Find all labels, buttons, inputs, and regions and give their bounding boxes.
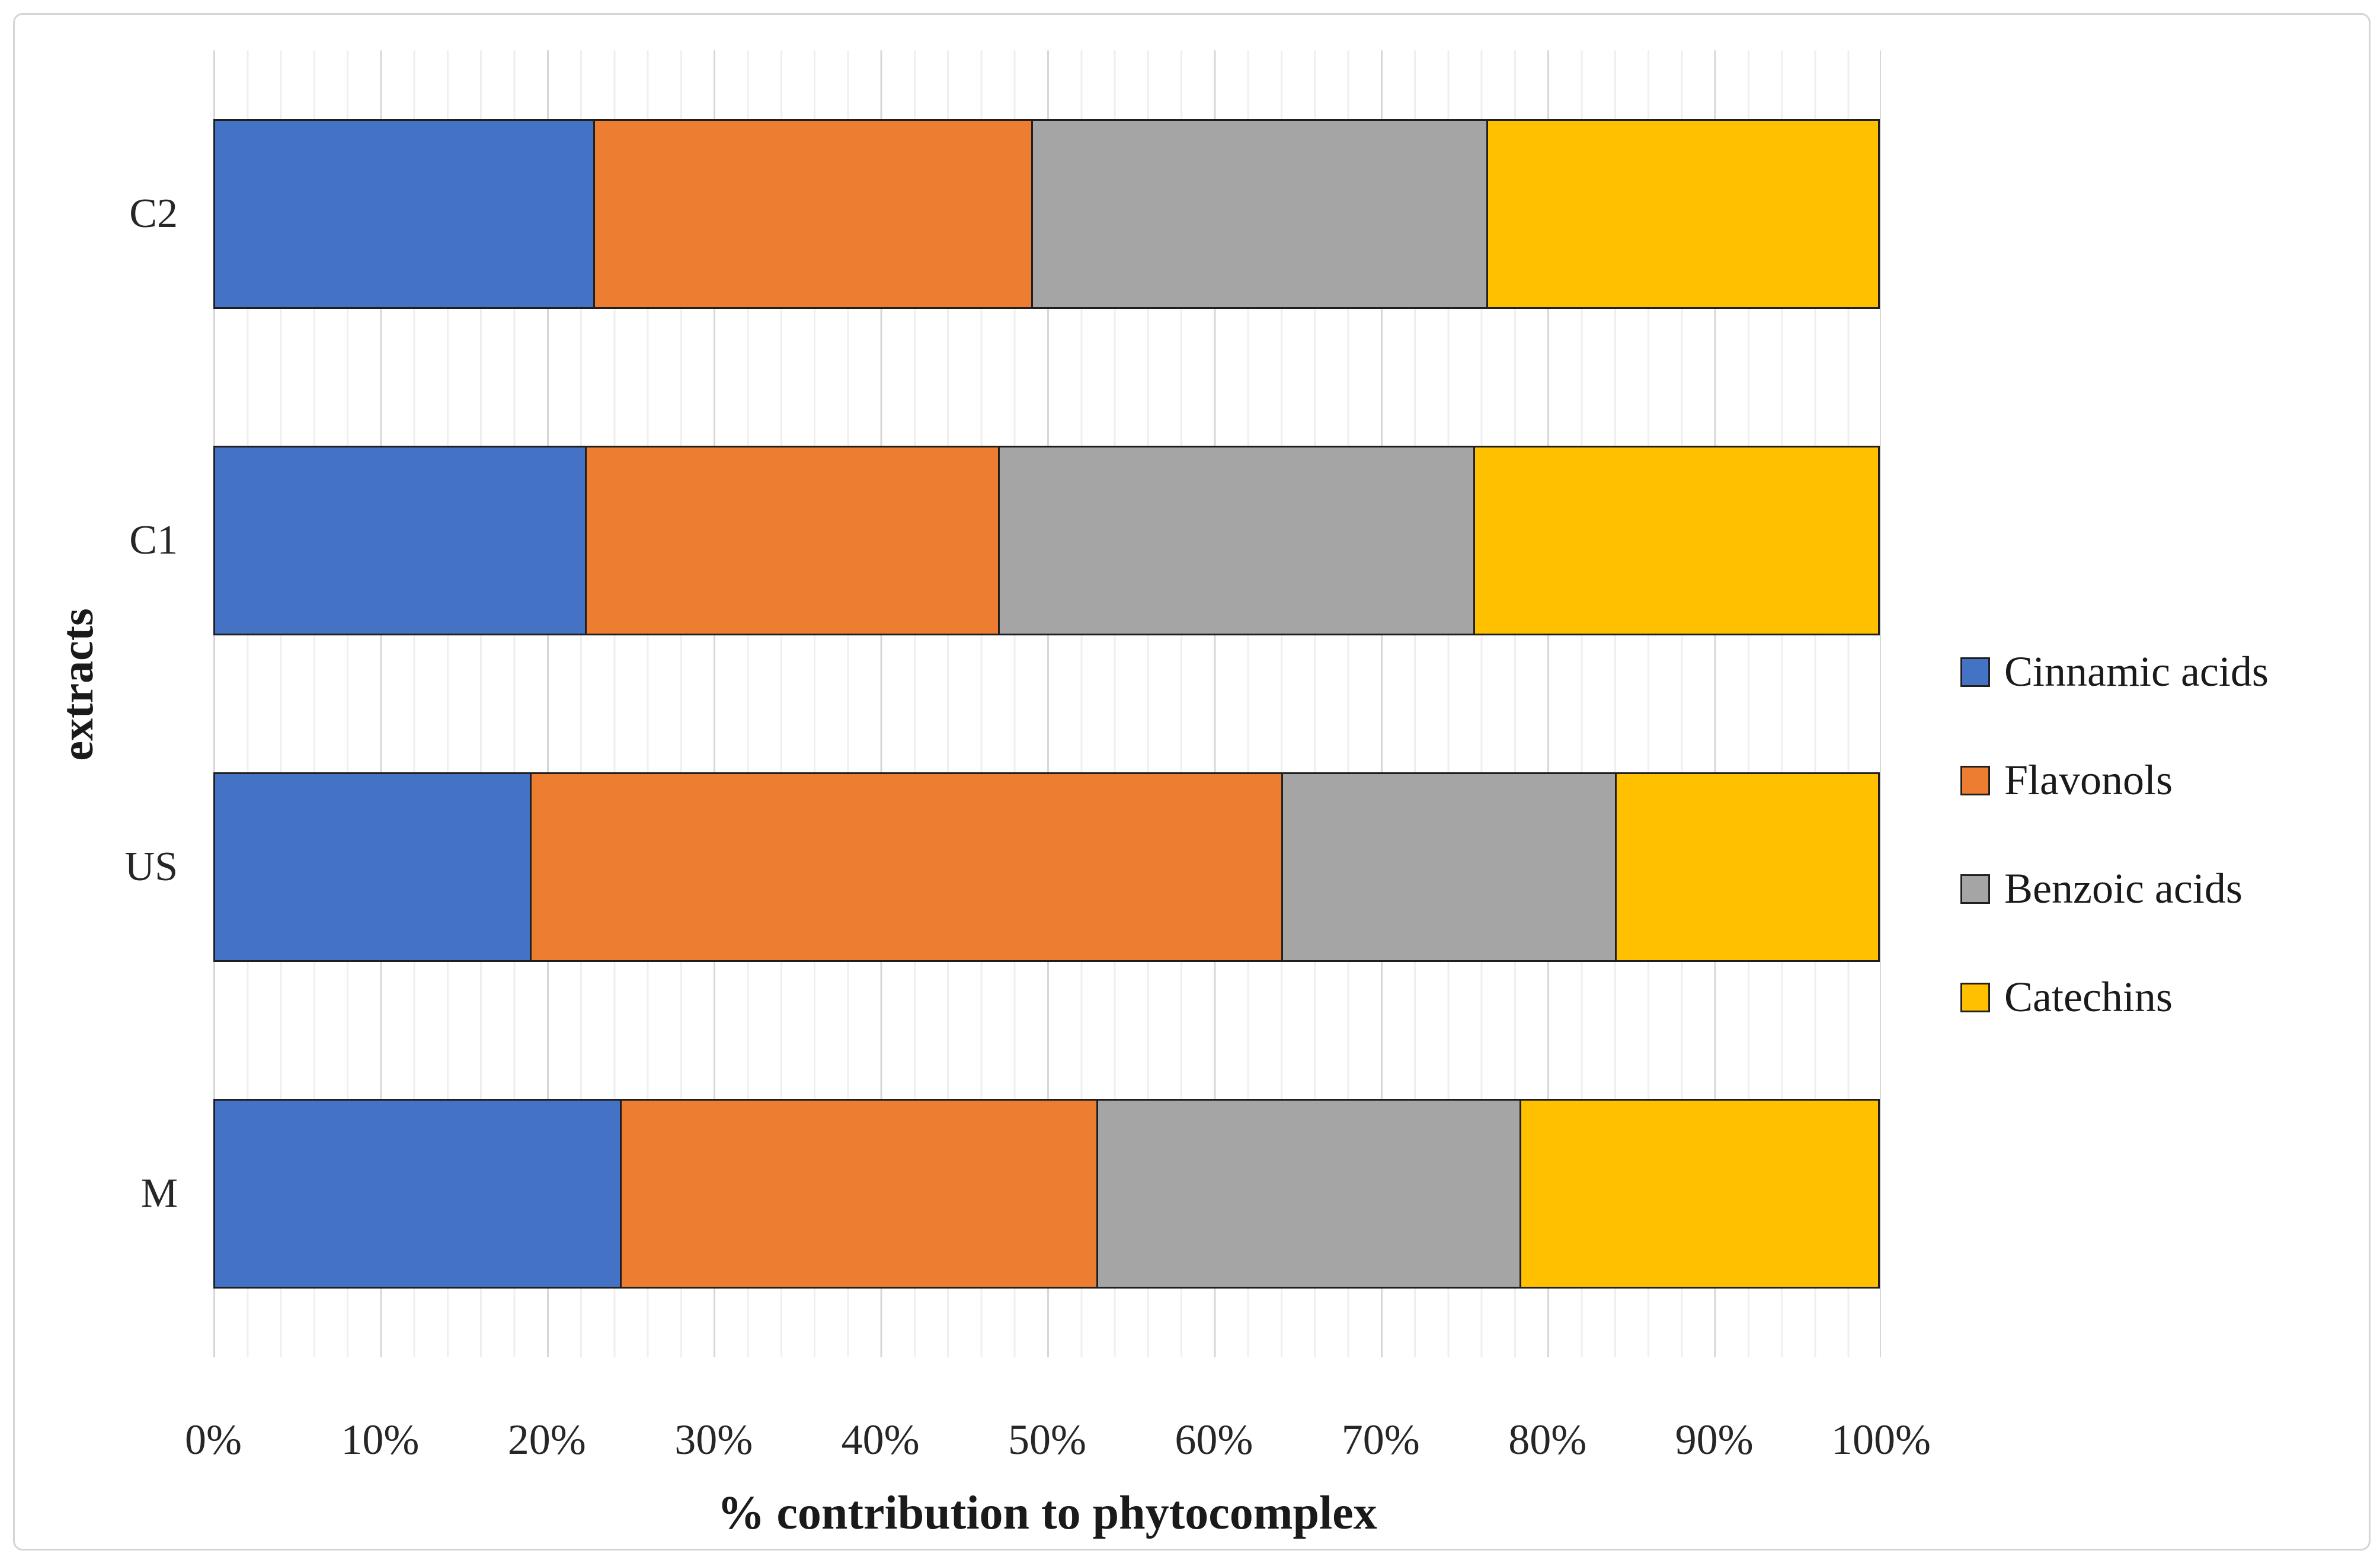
x-tick-80: 80% (1508, 1416, 1587, 1463)
bar-row-US (213, 772, 1880, 963)
category-label-C1: C1 (129, 517, 178, 563)
legend-label: Catechins (2004, 973, 2173, 1021)
x-tick-30: 30% (674, 1416, 753, 1463)
bar-segment-M-flavonols (621, 1099, 1099, 1289)
x-tick-40: 40% (841, 1416, 920, 1463)
x-tick-50: 50% (1008, 1416, 1086, 1463)
bar-row-C2 (213, 119, 1880, 309)
legend-swatch-icon (1960, 657, 1990, 687)
category-label-C2: C2 (129, 190, 178, 236)
bar-segment-US-cinnamic-acids (213, 772, 532, 963)
bar-segment-C2-benzoic-acids (1033, 119, 1489, 309)
bar-row-M (213, 1099, 1880, 1289)
bar-segment-US-catechins (1616, 772, 1880, 963)
legend-swatch-icon (1960, 765, 1990, 795)
x-axis-title: % contribution to phytocomplex (717, 1487, 1377, 1539)
bar-segment-US-benzoic-acids (1283, 772, 1617, 963)
legend-label: Cinnamic acids (2004, 648, 2269, 695)
bar-segment-C2-flavonols (594, 119, 1034, 309)
bar-segment-M-benzoic-acids (1098, 1099, 1522, 1289)
legend-swatch-icon (1960, 982, 1990, 1012)
x-tick-0: 0% (185, 1416, 242, 1463)
bar-segment-US-flavonols (532, 772, 1284, 963)
y-axis-title: extracts (53, 608, 103, 761)
legend-swatch-icon (1960, 874, 1990, 904)
bar-segment-C1-catechins (1474, 445, 1880, 635)
x-tick-90: 90% (1675, 1416, 1754, 1463)
x-tick-20: 20% (507, 1416, 586, 1463)
bar-segment-M-catechins (1521, 1099, 1880, 1289)
category-label-M: M (140, 1171, 178, 1217)
category-label-US: US (124, 844, 178, 890)
x-tick-60: 60% (1175, 1416, 1253, 1463)
bar-segment-C2-cinnamic-acids (213, 119, 595, 309)
legend-item-benzoic-acids: Benzoic acids (1960, 864, 2269, 913)
legend-item-cinnamic-acids: Cinnamic acids (1960, 647, 2269, 696)
bar-segment-C2-catechins (1488, 119, 1880, 309)
legend-item-flavonols: Flavonols (1960, 756, 2269, 805)
bar-row-C1 (213, 445, 1880, 635)
legend-item-catechins: Catechins (1960, 973, 2269, 1022)
legend: Cinnamic acids Flavonols Benzoic acids Cate… (1960, 647, 2269, 1022)
bar-segment-M-cinnamic-acids (213, 1099, 622, 1289)
bar-segment-C1-flavonols (586, 445, 1000, 635)
bar-segment-C1-benzoic-acids (1000, 445, 1475, 635)
legend-label: Benzoic acids (2004, 865, 2243, 912)
x-tick-10: 10% (341, 1416, 420, 1463)
x-tick-100: 100% (1831, 1416, 1931, 1463)
x-axis-ticks: 0% 10% 20% 30% 40% 50% 60% 70% 80% 90% 100% (185, 1415, 1931, 1469)
plot-area (213, 50, 1881, 1357)
bar-segment-C1-cinnamic-acids (213, 445, 587, 635)
x-tick-70: 70% (1341, 1416, 1420, 1463)
legend-label: Flavonols (2004, 756, 2173, 804)
